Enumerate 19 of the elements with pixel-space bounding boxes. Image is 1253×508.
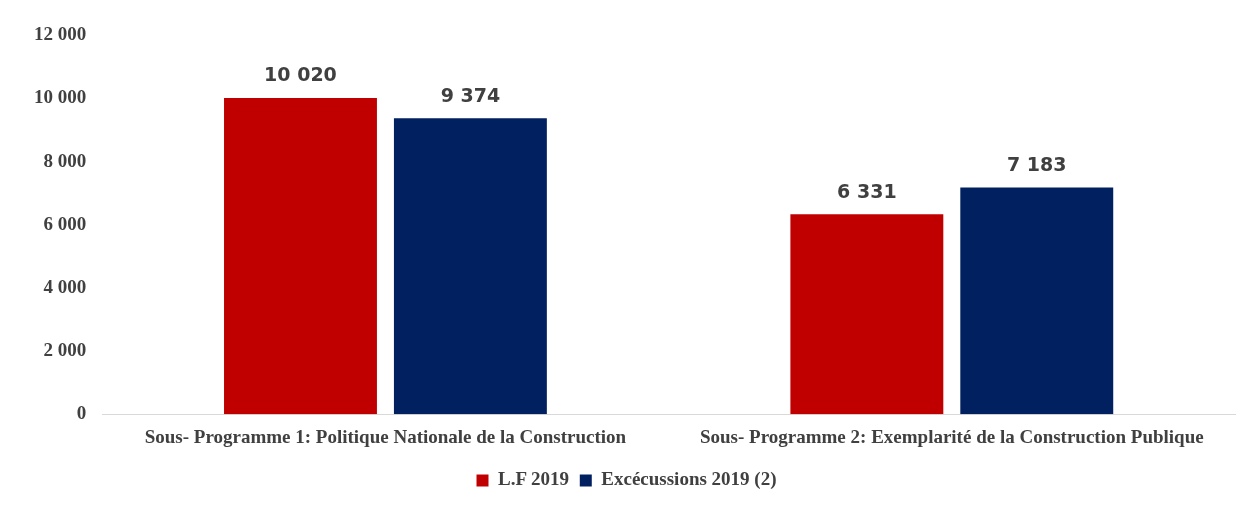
legend-label: L.F 2019 xyxy=(498,468,570,490)
y-tick-label: 0 xyxy=(76,402,87,424)
bar xyxy=(224,97,377,415)
bar xyxy=(393,118,547,415)
y-tick-label: 4 000 xyxy=(43,275,87,297)
x-tick-label: Sous- Programme 1: Politique Nationale de la Construction xyxy=(144,425,627,447)
y-tick-label: 2 000 xyxy=(43,338,87,360)
data-label: 9 374 xyxy=(440,83,501,106)
y-tick-label: 12 000 xyxy=(34,23,87,45)
bar xyxy=(790,214,944,415)
bar xyxy=(960,187,1114,415)
data-label: 10 020 xyxy=(264,63,337,86)
y-tick-label: 10 000 xyxy=(34,86,87,108)
data-label: 7 183 xyxy=(1007,152,1067,175)
x-tick-label: Sous- Programme 2: Exemplarité de la Construction Publique xyxy=(699,425,1204,447)
y-tick-label: 8 000 xyxy=(43,149,87,171)
legend-label: Excécussions 2019 (2) xyxy=(601,468,777,491)
y-tick-label: 6 000 xyxy=(43,212,87,234)
data-label: 6 331 xyxy=(837,179,897,202)
